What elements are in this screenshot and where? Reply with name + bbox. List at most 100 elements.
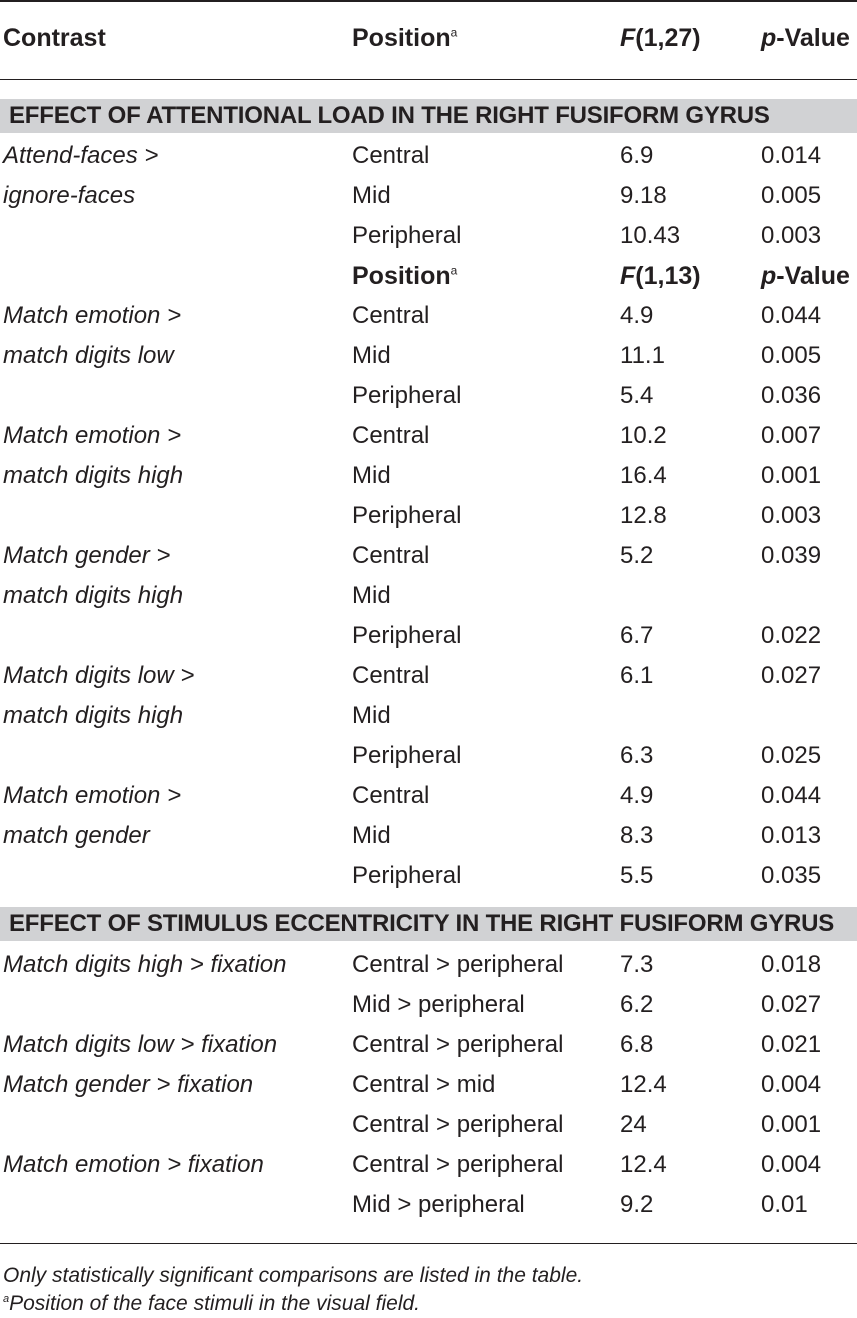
table-row: Peripheral 5.5 0.035 xyxy=(0,856,857,896)
p-value-cell: 0.035 xyxy=(761,862,822,889)
p-value-cell: 0.022 xyxy=(761,622,822,649)
f-value-cell: 16.4 xyxy=(620,462,667,489)
contrast-cell: Match emotion > xyxy=(3,422,182,449)
subheader-f-stat: F(1,13) xyxy=(620,262,701,290)
contrast-cell: Match digits low > xyxy=(3,662,195,689)
f-value-cell: 5.4 xyxy=(620,382,654,409)
contrast-cell: Match digits low > fixation xyxy=(3,1031,278,1058)
footnote-marker: a xyxy=(450,25,458,40)
position-cell: Peripheral xyxy=(352,382,462,409)
subheader-p-value: p-Value xyxy=(761,262,850,290)
f-value-cell: 7.3 xyxy=(620,951,654,978)
p-value-cell: 0.007 xyxy=(761,422,822,449)
position-cell: Mid > peripheral xyxy=(352,991,525,1018)
table-header: Contrast Positiona F(1,27) p-Value xyxy=(0,18,857,58)
contrast-cell: Attend-faces > xyxy=(3,142,159,169)
position-cell: Mid xyxy=(352,822,391,849)
contrast-cell: Match gender > fixation xyxy=(3,1071,254,1098)
f-value-cell: 12.4 xyxy=(620,1071,667,1098)
contrast-cell: Match emotion > fixation xyxy=(3,1151,264,1178)
table-row: Match gender > Central 5.2 0.039 xyxy=(0,536,857,576)
f-value-cell: 10.2 xyxy=(620,422,667,449)
contrast-cell: Match emotion > xyxy=(3,302,182,329)
table-row: Peripheral 6.7 0.022 xyxy=(0,616,857,656)
f-value-cell: 6.7 xyxy=(620,622,654,649)
f-value-cell: 8.3 xyxy=(620,822,654,849)
table-row: Match gender > fixation Central > mid 12.4… xyxy=(0,1065,857,1105)
bottom-rule xyxy=(0,1243,857,1244)
header-contrast: Contrast xyxy=(3,24,106,52)
p-value-cell: 0.025 xyxy=(761,742,822,769)
header-p-value: p-Value xyxy=(761,24,850,52)
table-row: Match digits low > Central 6.1 0.027 xyxy=(0,656,857,696)
f-value-cell: 9.18 xyxy=(620,182,667,209)
table-row: Match emotion > Central 4.9 0.044 xyxy=(0,296,857,336)
contrast-cell: Match emotion > xyxy=(3,782,182,809)
position-cell: Mid > peripheral xyxy=(352,1191,525,1218)
f-value-cell: 12.4 xyxy=(620,1151,667,1178)
p-value-cell: 0.036 xyxy=(761,382,822,409)
table-row: match digits low Mid 11.1 0.005 xyxy=(0,336,857,376)
footnote-1: Only statistically significant compariso… xyxy=(3,1264,584,1287)
f-value-cell: 6.3 xyxy=(620,742,654,769)
table-row: Peripheral 5.4 0.036 xyxy=(0,376,857,416)
contrast-cell: ignore-faces xyxy=(3,182,136,209)
position-cell: Mid xyxy=(352,582,391,609)
f-value-cell: 6.9 xyxy=(620,142,654,169)
table-row: match digits high Mid xyxy=(0,576,857,616)
table-row: Peripheral 6.3 0.025 xyxy=(0,736,857,776)
position-cell: Central xyxy=(352,302,430,329)
table-footnotes: Only statistically significant compariso… xyxy=(3,1262,853,1318)
p-value-cell: 0.005 xyxy=(761,342,822,369)
table-row: match digits high Mid xyxy=(0,696,857,736)
position-cell: Peripheral xyxy=(352,222,462,249)
table-row: ignore-faces Mid 9.18 0.005 xyxy=(0,176,857,216)
f-value-cell: 4.9 xyxy=(620,782,654,809)
p-value-cell: 0.018 xyxy=(761,951,822,978)
table-row: Match emotion > fixation Central > periph… xyxy=(0,1145,857,1185)
position-cell: Central xyxy=(352,782,430,809)
table-row: Peripheral 12.8 0.003 xyxy=(0,496,857,536)
table-row: Central > peripheral 24 0.001 xyxy=(0,1105,857,1145)
p-value-cell: 0.004 xyxy=(761,1071,822,1098)
table-row: Match digits low > fixation Central > per… xyxy=(0,1025,857,1065)
contrast-cell: match digits high xyxy=(3,462,184,489)
position-cell: Central xyxy=(352,142,430,169)
position-cell: Mid xyxy=(352,182,391,209)
p-value-cell: 0.004 xyxy=(761,1151,822,1178)
p-value-cell: 0.013 xyxy=(761,822,822,849)
top-rule xyxy=(0,0,857,2)
p-value-cell: 0.039 xyxy=(761,542,822,569)
table-row: Mid > peripheral 9.2 0.01 xyxy=(0,1185,857,1225)
table-row: Peripheral 10.43 0.003 xyxy=(0,216,857,256)
f-value-cell: 12.8 xyxy=(620,502,667,529)
header-rule xyxy=(0,79,857,80)
p-value-cell: 0.01 xyxy=(761,1191,808,1218)
f-value-cell: 24 xyxy=(620,1111,647,1138)
f-value-cell: 6.8 xyxy=(620,1031,654,1058)
table-row: match digits high Mid 16.4 0.001 xyxy=(0,456,857,496)
f-value-cell: 9.2 xyxy=(620,1191,654,1218)
p-value-cell: 0.027 xyxy=(761,991,822,1018)
position-cell: Central > peripheral xyxy=(352,1031,564,1058)
section-header-attentional-load: EFFECT OF ATTENTIONAL LOAD IN THE RIGHT … xyxy=(0,99,857,133)
footnote-marker: a xyxy=(450,263,458,278)
subheader-position: Positiona xyxy=(352,262,458,290)
p-value-cell: 0.014 xyxy=(761,142,822,169)
footnote-2: aPosition of the face stimuli in the vis… xyxy=(3,1292,420,1315)
subheader-row: Positiona F(1,13) p-Value xyxy=(0,256,857,296)
f-value-cell: 10.43 xyxy=(620,222,681,249)
header-position: Positiona xyxy=(352,24,458,52)
f-value-cell: 4.9 xyxy=(620,302,654,329)
table-row: Match emotion > Central 4.9 0.044 xyxy=(0,776,857,816)
position-cell: Central > peripheral xyxy=(352,1151,564,1178)
contrast-cell: match digits high xyxy=(3,702,184,729)
p-value-cell: 0.001 xyxy=(761,462,822,489)
contrast-cell: match digits high xyxy=(3,582,184,609)
position-cell: Central xyxy=(352,542,430,569)
p-value-cell: 0.027 xyxy=(761,662,822,689)
p-value-cell: 0.021 xyxy=(761,1031,822,1058)
contrast-cell: Match gender > xyxy=(3,542,171,569)
f-value-cell: 5.2 xyxy=(620,542,654,569)
table-row: Match emotion > Central 10.2 0.007 xyxy=(0,416,857,456)
